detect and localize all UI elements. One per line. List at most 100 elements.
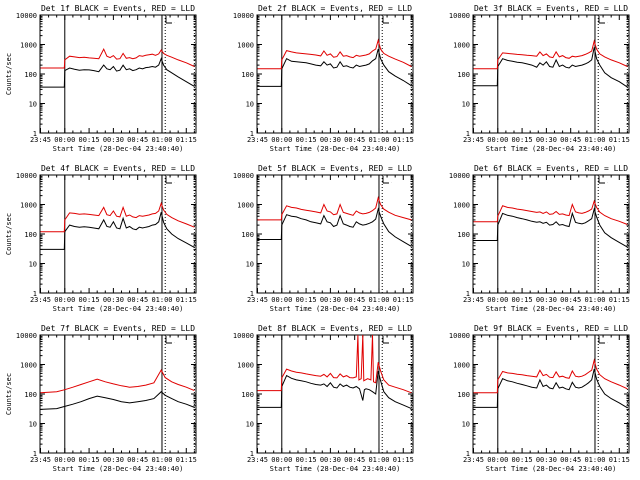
x-tick-label: 00:00	[54, 456, 75, 464]
x-axis-label: Start Time (28-Dec-04 23:40:40)	[486, 305, 617, 313]
x-tick-label: 01:15	[176, 296, 197, 304]
events-series-line	[257, 48, 412, 87]
x-tick-label: 01:00	[368, 296, 389, 304]
y-tick-label: 10000	[233, 332, 254, 340]
lld-series-line	[40, 201, 195, 233]
x-tick-label: 00:00	[271, 296, 292, 304]
marker-L-text: L	[607, 342, 608, 344]
x-tick-label: 00:45	[344, 456, 365, 464]
x-tick-label: 00:00	[487, 296, 508, 304]
chart-title: Det 3f BLACK = Events, RED = LLD	[474, 4, 628, 13]
x-tick-label: 00:30	[103, 456, 124, 464]
x-axis-label: Start Time (28-Dec-04 23:40:40)	[486, 465, 617, 473]
chart-title: Det 2f BLACK = Events, RED = LLD	[258, 4, 412, 13]
events-series-line	[257, 207, 412, 247]
chart-title: Det 5f BLACK = Events, RED = LLD	[258, 164, 412, 173]
x-tick-label: 00:45	[344, 296, 365, 304]
events-series-line	[473, 368, 628, 409]
y-tick-label: 10	[246, 421, 254, 429]
x-axis-label: Start Time (28-Dec-04 23:40:40)	[53, 145, 184, 153]
marker-L-text: L	[391, 342, 392, 344]
events-series-line	[40, 391, 195, 410]
x-tick-label: 01:00	[584, 136, 605, 144]
y-tick-label: 1000	[237, 362, 254, 370]
y-tick-label: 10000	[233, 172, 254, 180]
x-tick-label: 00:00	[487, 456, 508, 464]
y-tick-label: 1000	[20, 202, 37, 210]
marker-L-text: L	[607, 182, 608, 184]
x-tick-label: 23:45	[247, 296, 268, 304]
x-tick-label: 00:15	[79, 136, 100, 144]
x-tick-label: 00:30	[536, 136, 557, 144]
y-tick-label: 10000	[449, 12, 470, 20]
x-tick-label: 23:45	[247, 456, 268, 464]
plot-frame	[472, 334, 630, 454]
y-tick-label: 10	[246, 261, 254, 269]
x-tick-label: 01:15	[609, 456, 630, 464]
marker-L-text: L	[391, 22, 392, 24]
events-series-line	[473, 207, 628, 248]
y-tick-label: 100	[457, 231, 470, 239]
x-tick-label: 23:45	[30, 456, 51, 464]
chart-panel: Det 6f BLACK = Events, RED = LLD 1 10 100 10…	[449, 164, 630, 313]
x-tick-label: 00:15	[296, 136, 317, 144]
x-tick-label: 00:30	[103, 136, 124, 144]
x-tick-label: 23:45	[247, 136, 268, 144]
plot-frame	[39, 174, 197, 294]
x-tick-label: 00:00	[54, 296, 75, 304]
x-tick-label: 01:15	[393, 296, 414, 304]
chart-panel: Det 3f BLACK = Events, RED = LLD 1 10 100 10…	[449, 4, 630, 153]
x-tick-label: 01:00	[584, 296, 605, 304]
y-tick-label: 1000	[453, 202, 470, 210]
plot-frame	[256, 14, 414, 134]
lld-series-line	[473, 358, 628, 394]
y-tick-label: 10	[462, 101, 470, 109]
x-tick-label: 00:30	[536, 456, 557, 464]
chart-title: Det 1f BLACK = Events, RED = LLD	[41, 4, 195, 13]
y-tick-label: 100	[24, 391, 37, 399]
y-tick-label: 10000	[16, 332, 37, 340]
x-axis-label: Start Time (28-Dec-04 23:40:40)	[270, 465, 401, 473]
y-tick-label: 100	[241, 391, 254, 399]
x-axis-label: Start Time (28-Dec-04 23:40:40)	[270, 305, 401, 313]
x-tick-label: 00:45	[560, 456, 581, 464]
plot-frame	[39, 334, 197, 454]
y-axis-label: Counts/sec	[5, 373, 13, 415]
x-tick-label: 01:15	[176, 136, 197, 144]
y-tick-label: 1000	[237, 42, 254, 50]
y-tick-label: 1000	[453, 362, 470, 370]
x-tick-label: 01:00	[151, 456, 172, 464]
y-tick-label: 10	[246, 101, 254, 109]
lld-series-line	[40, 47, 195, 69]
marker-L-text: L	[174, 182, 175, 184]
marker-L-text: L	[391, 182, 392, 184]
x-tick-label: 00:00	[487, 136, 508, 144]
chart-title: Det 6f BLACK = Events, RED = LLD	[474, 164, 628, 173]
x-tick-label: 01:00	[368, 456, 389, 464]
y-tick-label: 1	[33, 450, 37, 458]
y-tick-label: 10000	[449, 172, 470, 180]
y-tick-label: 1	[250, 290, 254, 298]
y-tick-label: 100	[241, 231, 254, 239]
events-series-line	[257, 370, 412, 410]
marker-L-text: L	[607, 22, 608, 24]
chart-panel: Det 5f BLACK = Events, RED = LLD 1 10 100 10…	[233, 164, 414, 313]
chart-panel: Det 9f BLACK = Events, RED = LLD 1 10 100 10…	[449, 324, 630, 473]
x-axis-label: Start Time (28-Dec-04 23:40:40)	[53, 465, 184, 473]
x-tick-label: 00:15	[512, 136, 533, 144]
x-tick-label: 00:30	[320, 296, 341, 304]
y-tick-label: 10	[29, 421, 37, 429]
y-tick-label: 1000	[20, 362, 37, 370]
x-tick-label: 00:00	[54, 136, 75, 144]
lld-series-line	[40, 368, 195, 394]
x-tick-label: 23:45	[30, 136, 51, 144]
chart-title: Det 9f BLACK = Events, RED = LLD	[474, 324, 628, 333]
events-series-line	[40, 57, 195, 88]
y-tick-label: 10	[462, 421, 470, 429]
y-tick-label: 1000	[237, 202, 254, 210]
x-tick-label: 01:15	[176, 456, 197, 464]
plot-frame	[256, 174, 414, 294]
x-tick-label: 01:15	[609, 136, 630, 144]
lld-series-line	[473, 199, 628, 225]
